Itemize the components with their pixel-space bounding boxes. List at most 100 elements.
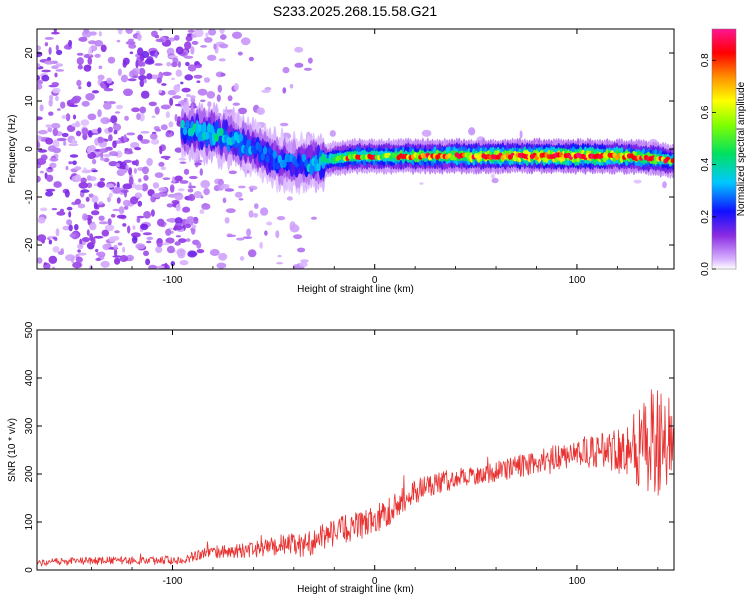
heatmap-ridge-cell [262, 146, 268, 155]
heatmap-cell [122, 183, 133, 190]
heatmap-cell [146, 236, 154, 241]
heatmap-cell [158, 187, 167, 193]
heatmap-cell [128, 167, 133, 176]
heatmap-cell [220, 34, 227, 40]
colorbar-frame [711, 28, 737, 270]
heatmap-cell [281, 132, 292, 140]
heatmap-cell [103, 88, 114, 92]
heatmap-cell [60, 101, 66, 109]
heatmap-cell [138, 178, 142, 183]
spectrogram-x-axis-label: Height of straight line (km) [297, 284, 414, 295]
colorbar-tick-label: 0.0 [700, 262, 711, 276]
heatmap-cell [161, 242, 170, 246]
heatmap-cell [188, 193, 196, 202]
heatmap-cell [174, 147, 183, 153]
heatmap-cell [160, 166, 167, 171]
heatmap-cell [66, 219, 73, 226]
heatmap-cell [65, 113, 71, 122]
heatmap-cell [98, 31, 102, 37]
heatmap-cell [252, 212, 259, 218]
heatmap-cell [117, 68, 122, 76]
heatmap-cell [81, 237, 90, 243]
heatmap-cell [91, 195, 99, 204]
heatmap-cell [78, 182, 89, 189]
heatmap-ridge-cell [260, 152, 265, 161]
heatmap-cell [44, 36, 54, 40]
heatmap-ridge-cell [258, 144, 263, 153]
heatmap-cell [44, 60, 54, 65]
heatmap-cell [40, 207, 48, 212]
heatmap-cell [107, 218, 112, 226]
heatmap-cell [40, 154, 48, 161]
heatmap-cell [107, 56, 116, 64]
heatmap-cell [62, 225, 70, 231]
heatmap-cell [419, 182, 424, 185]
heatmap-cell [74, 174, 82, 182]
heatmap-cell [189, 95, 196, 99]
heatmap-cell [57, 108, 61, 111]
heatmap-cell [203, 188, 210, 196]
heatmap-cell [94, 40, 104, 47]
heatmap-cell [165, 131, 170, 137]
heatmap-cell [113, 153, 119, 157]
heatmap-cell [48, 111, 54, 116]
heatmap-cell [194, 162, 202, 166]
heatmap-cell [205, 32, 209, 38]
heatmap-cell [175, 222, 183, 226]
heatmap-cell [228, 170, 237, 175]
heatmap-cell [226, 234, 237, 238]
heatmap-cell [421, 129, 432, 137]
heatmap-cell [93, 235, 104, 239]
heatmap-cell [125, 254, 134, 262]
colorbar-tick-label: 0.8 [700, 53, 711, 67]
heatmap-cell [91, 210, 100, 216]
snr-series-line [37, 389, 674, 567]
heatmap-cell [46, 174, 54, 182]
heatmap-cell [146, 240, 152, 244]
heatmap-cell [127, 78, 137, 82]
heatmap-cell [166, 203, 174, 208]
heatmap-cell [93, 202, 98, 210]
heatmap-cell [132, 75, 139, 78]
heatmap-cell [91, 169, 98, 173]
heatmap-cell [113, 248, 118, 257]
heatmap-cell [99, 157, 105, 161]
heatmap-cell [174, 217, 183, 225]
heatmap-cell [118, 168, 128, 174]
heatmap-cell [81, 169, 92, 174]
heatmap-cell [276, 262, 284, 265]
heatmap-cell [143, 250, 149, 257]
heatmap-cell [191, 224, 197, 229]
heatmap-cell [289, 84, 294, 89]
heatmap-cell [98, 201, 104, 205]
heatmap-cell [232, 102, 240, 106]
heatmap-cell [53, 29, 57, 33]
heatmap-cell [165, 237, 175, 244]
heatmap-cell [186, 238, 191, 242]
heatmap-cell [219, 43, 229, 49]
heatmap-cell [151, 30, 158, 37]
heatmap-cell [167, 217, 178, 223]
heatmap-cell [200, 45, 208, 48]
heatmap-cell [77, 249, 81, 253]
heatmap-cell [89, 264, 93, 269]
heatmap-cell [195, 64, 202, 69]
heatmap-cell [173, 84, 181, 93]
heatmap-cell [114, 230, 120, 234]
heatmap-cell [144, 58, 155, 65]
heatmap-cell [266, 221, 273, 226]
heatmap-cell [204, 37, 213, 43]
heatmap-cell [48, 98, 53, 107]
heatmap-cell [125, 29, 133, 34]
heatmap-cell [134, 192, 143, 199]
heatmap-cell [135, 243, 146, 250]
heatmap-cell [137, 134, 143, 141]
heatmap-cell [69, 233, 77, 238]
heatmap-ridge-cell [238, 133, 243, 142]
heatmap-cell [232, 31, 242, 39]
heatmap-cell [97, 127, 102, 134]
heatmap-cell [216, 262, 227, 269]
heatmap-cell [127, 225, 131, 234]
heatmap-cell [117, 137, 125, 140]
